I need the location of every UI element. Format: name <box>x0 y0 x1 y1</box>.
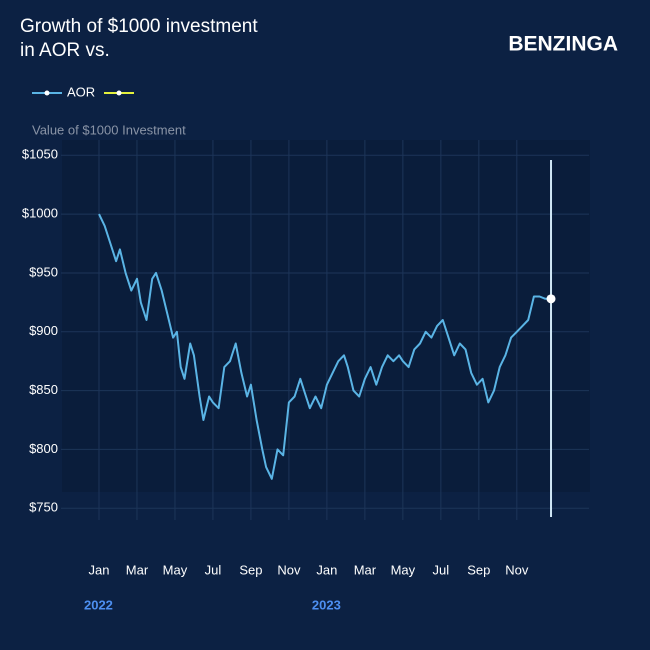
legend: AOR <box>32 84 134 99</box>
y-tick-label: $900 <box>29 323 58 338</box>
y-tick-label: $750 <box>29 500 58 515</box>
x-tick-label: May <box>391 562 416 577</box>
year-label: 2023 <box>312 597 341 612</box>
x-tick-label: Mar <box>354 562 377 577</box>
x-tick-label: Sep <box>467 562 490 577</box>
x-tick-label: Sep <box>239 562 262 577</box>
y-axis-label: Value of $1000 Investment <box>32 122 186 137</box>
y-tick-label: $950 <box>29 264 58 279</box>
x-tick-label: Jul <box>433 562 450 577</box>
hover-point <box>546 294 556 304</box>
y-tick-label: $800 <box>29 441 58 456</box>
brand: BENZINGA <box>508 33 618 56</box>
y-tick-label: $1050 <box>22 147 58 162</box>
year-label: 2022 <box>84 597 113 612</box>
chart-title: in AOR vs. <box>20 40 110 61</box>
x-tick-label: Jan <box>89 562 110 577</box>
plot-area <box>62 140 590 492</box>
x-tick-label: Mar <box>126 562 149 577</box>
chart-title: Growth of $1000 investment <box>20 16 258 37</box>
x-tick-label: Nov <box>505 562 529 577</box>
line <box>98 213 551 480</box>
x-tick-label: May <box>163 562 188 577</box>
x-tick-label: Jul <box>205 562 222 577</box>
legend-label: AOR <box>67 84 95 99</box>
x-tick-label: Nov <box>277 562 301 577</box>
legend-marker <box>116 90 122 96</box>
y-tick-label: $1000 <box>22 206 58 221</box>
x-tick-label: Jan <box>316 562 337 577</box>
y-tick-label: $850 <box>29 382 58 397</box>
legend-marker <box>44 90 50 96</box>
